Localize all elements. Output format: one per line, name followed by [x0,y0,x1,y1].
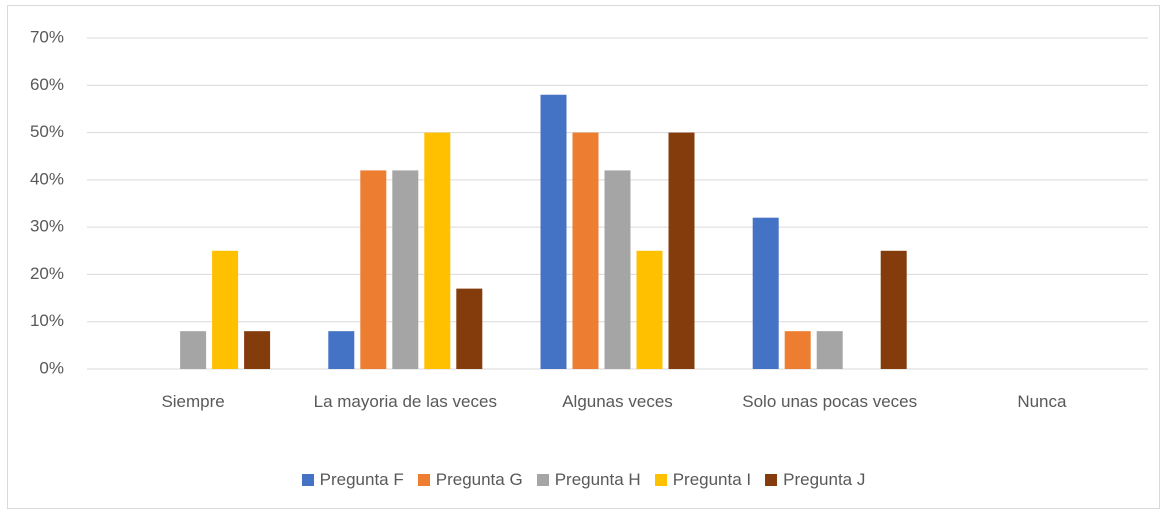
y-tick-label: 60% [30,75,64,94]
legend-item: Pregunta I [654,470,752,490]
legend-item: Pregunta G [417,470,523,490]
legend-swatch [654,474,667,486]
y-tick-label: 50% [30,122,64,141]
legend-label: Pregunta F [319,470,404,489]
bar [456,288,483,369]
bar [636,250,663,369]
y-tick-label: 0% [39,358,64,377]
bar [784,331,811,369]
bar [212,250,239,369]
legend-label: Pregunta J [783,470,866,489]
legend-item: Pregunta F [301,470,404,490]
legend-swatch [536,474,549,486]
bar [816,331,843,369]
bar [604,170,631,369]
x-tick-label: Nunca [1017,392,1067,411]
legend-swatch [301,474,314,486]
legend-label: Pregunta I [672,470,752,489]
chart-border [7,5,1160,509]
legend-swatch [765,474,778,486]
bar [328,331,355,369]
legend-item: Pregunta H [536,470,641,490]
y-tick-label: 10% [30,311,64,330]
legend-label: Pregunta G [435,470,523,489]
y-tick-label: 20% [30,264,64,283]
bar [180,331,207,369]
x-tick-label: La mayoria de las veces [313,392,497,411]
bar [540,94,567,369]
x-tick-label: Siempre [161,392,225,411]
bar [668,132,695,369]
bar [244,331,271,369]
bar [424,132,451,369]
x-tick-label: Algunas veces [562,392,673,411]
legend-label: Pregunta H [554,470,641,489]
legend-item: Pregunta J [765,470,865,490]
y-tick-label: 40% [30,169,64,188]
y-tick-label: 30% [30,217,64,236]
x-tick-label: Solo unas pocas veces [742,392,918,411]
bar [572,132,599,369]
y-tick-label: 70% [30,27,64,46]
legend: Pregunta F Pregunta G Pregunta H Pregunta I… [0,470,1167,490]
bar [360,170,387,369]
bar [392,170,419,369]
bar [752,217,779,369]
legend-swatch [417,474,430,486]
bar [880,250,907,369]
